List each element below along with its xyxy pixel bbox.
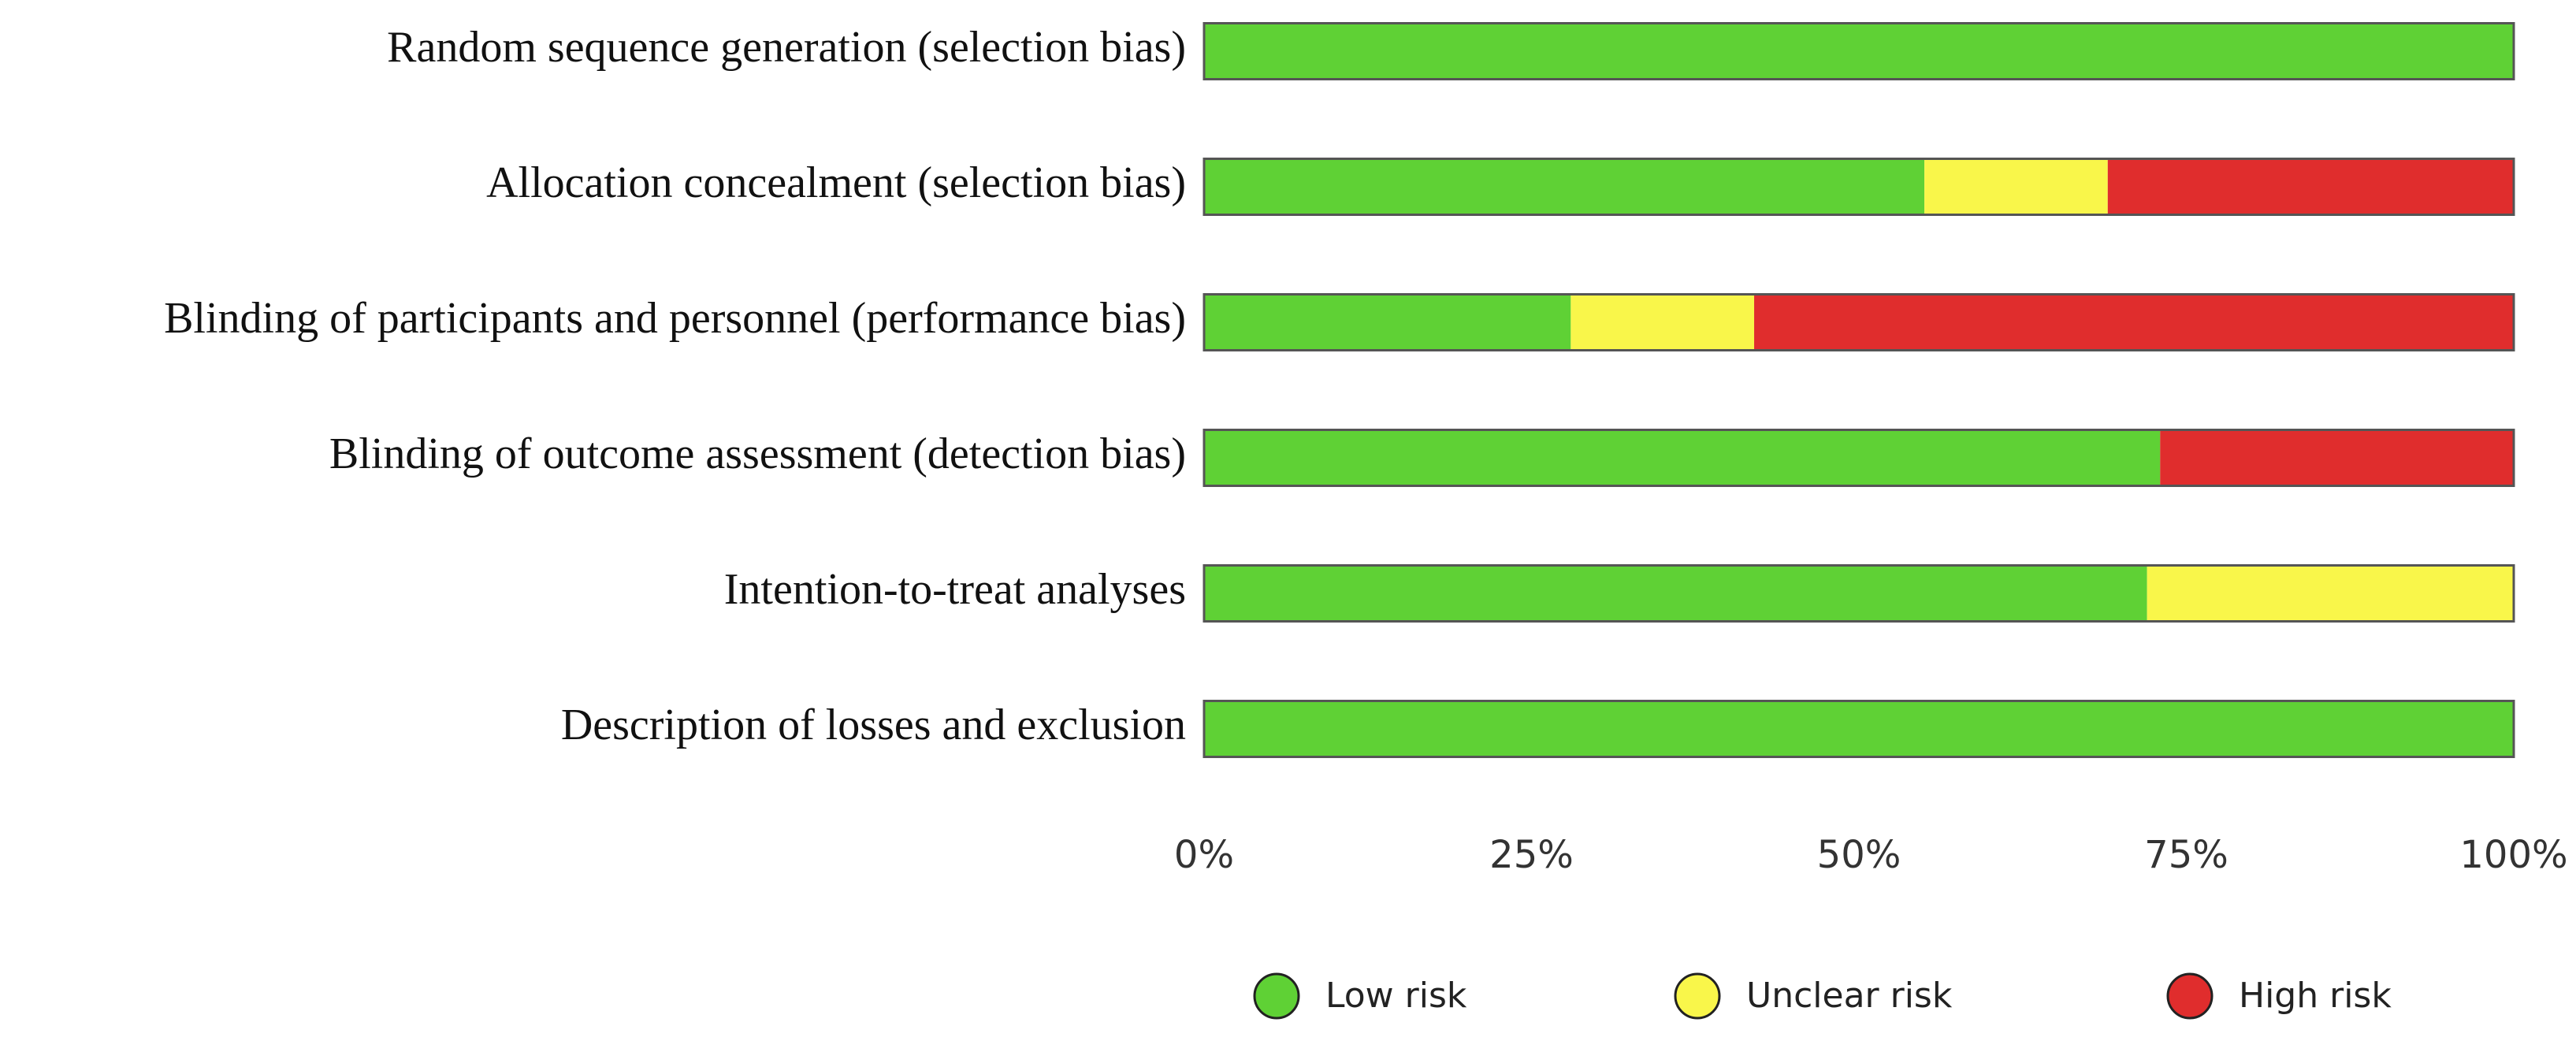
bar-outline [1203, 158, 2515, 216]
bar-segment [1754, 294, 2514, 351]
legend-marker [1674, 972, 1721, 1020]
bar-outline [1203, 700, 2515, 758]
bar-outline [1203, 564, 2515, 623]
category-label: Blinding of outcome assessment (detectio… [329, 429, 1186, 478]
x-tick-label: 50% [1817, 833, 1901, 877]
bar-outline [1203, 22, 2515, 80]
legend-label: Unclear risk [1746, 976, 1953, 1016]
bar-segment [2160, 429, 2514, 486]
legend-label: Low risk [1325, 976, 1467, 1016]
bar-segment [1204, 23, 2514, 80]
bar-segment [1204, 294, 1571, 351]
bar-segment [1204, 429, 2161, 486]
bar-segment [1204, 158, 1925, 215]
bar-segment [1204, 701, 2514, 757]
category-label: Description of losses and exclusion [561, 701, 1186, 749]
bar-segment [1204, 565, 2147, 622]
legend-marker [2166, 972, 2214, 1020]
bar-segment [2107, 158, 2514, 215]
bar-outline [1203, 293, 2515, 351]
category-label: Allocation concealment (selection bias) [486, 158, 1186, 207]
category-label: Blinding of participants and personnel (… [164, 294, 1186, 343]
category-label: Intention-to-treat analyses [724, 565, 1186, 614]
x-tick-label: 75% [2144, 833, 2228, 877]
x-tick-label: 0% [1174, 833, 1234, 877]
category-label: Random sequence generation (selection bi… [387, 23, 1186, 72]
bar-outline [1203, 429, 2515, 487]
x-tick-label: 25% [1489, 833, 1574, 877]
bar-segment [1571, 294, 1755, 351]
legend-marker [1253, 972, 1300, 1020]
bar-segment [1924, 158, 2108, 215]
x-tick-label: 100% [2459, 833, 2567, 877]
legend-label: High risk [2239, 976, 2392, 1016]
bar-segment [2147, 565, 2514, 622]
